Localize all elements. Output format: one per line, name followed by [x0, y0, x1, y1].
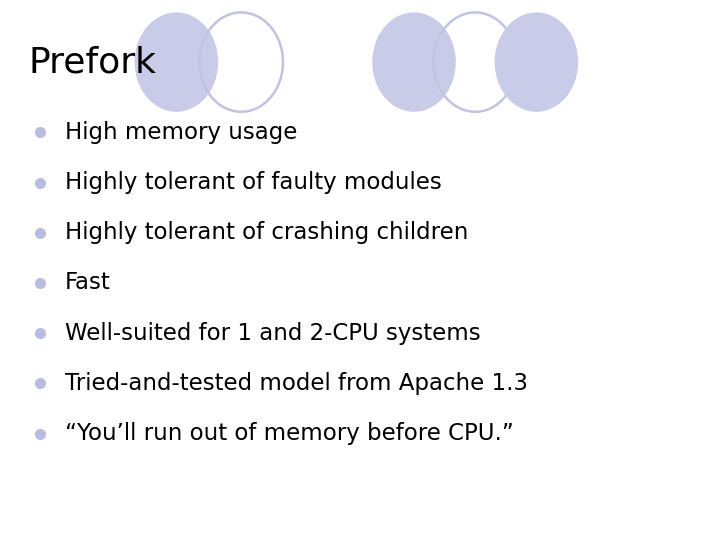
Text: Fast: Fast	[65, 272, 111, 294]
Text: Well-suited for 1 and 2-CPU systems: Well-suited for 1 and 2-CPU systems	[65, 322, 480, 345]
Text: Highly tolerant of crashing children: Highly tolerant of crashing children	[65, 221, 468, 244]
Ellipse shape	[135, 12, 218, 112]
Text: Tried-and-tested model from Apache 1.3: Tried-and-tested model from Apache 1.3	[65, 372, 528, 395]
Text: High memory usage: High memory usage	[65, 121, 297, 144]
Ellipse shape	[372, 12, 456, 112]
Ellipse shape	[495, 12, 578, 112]
Text: Highly tolerant of faulty modules: Highly tolerant of faulty modules	[65, 171, 441, 194]
Text: Prefork: Prefork	[29, 45, 157, 79]
Text: “You’ll run out of memory before CPU.”: “You’ll run out of memory before CPU.”	[65, 422, 513, 445]
